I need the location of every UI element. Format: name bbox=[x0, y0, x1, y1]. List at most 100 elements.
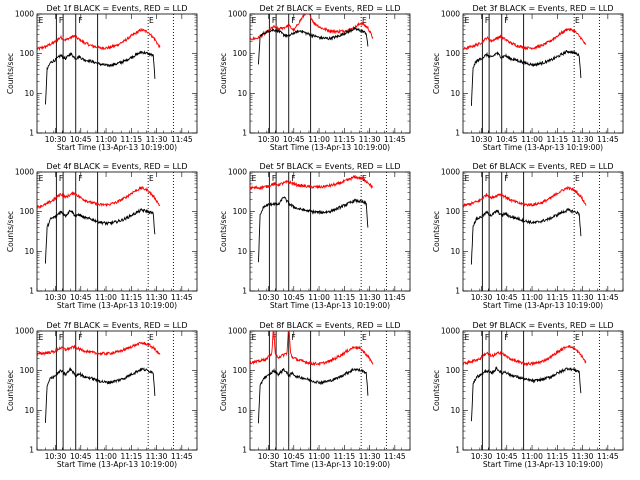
y-tick-label: 10 bbox=[450, 406, 460, 415]
y-tick-label: 100 bbox=[233, 207, 248, 216]
marker-label: E bbox=[575, 174, 580, 183]
x-axis-label: Start Time (13-Apr-13 10:19:00) bbox=[483, 143, 603, 152]
x-axis-label: Start Time (13-Apr-13 10:19:00) bbox=[270, 460, 390, 469]
lld-curve bbox=[250, 331, 374, 367]
y-tick-label: 1000 bbox=[228, 327, 247, 336]
x-tick-label: 11:00 bbox=[95, 135, 117, 144]
marker-label: E bbox=[575, 333, 580, 342]
x-axis-label: Start Time (13-Apr-13 10:19:00) bbox=[270, 301, 390, 310]
x-tick-label: 10:45 bbox=[496, 452, 518, 461]
y-axis-label: Counts/sec bbox=[6, 370, 15, 411]
y-tick-label: 10 bbox=[237, 406, 247, 415]
y-tick-label: 1000 bbox=[441, 10, 460, 19]
plot-frame bbox=[36, 330, 198, 451]
x-tick-label: 11:45 bbox=[384, 293, 406, 302]
marker-label: F bbox=[291, 174, 295, 183]
x-tick-label: 11:30 bbox=[359, 452, 381, 461]
y-axis-label: Counts/sec bbox=[219, 211, 228, 252]
y-tick-label: 1000 bbox=[228, 168, 247, 177]
events-curve bbox=[44, 367, 156, 423]
y-tick-label: 10 bbox=[450, 89, 460, 98]
x-tick-label: 11:30 bbox=[146, 452, 168, 461]
events-curve bbox=[470, 49, 582, 106]
x-tick-label: 11:30 bbox=[146, 293, 168, 302]
marker-label: F bbox=[504, 16, 508, 25]
events-curve bbox=[470, 366, 582, 422]
panel-6: Det 6f BLACK = Events, RED = LLD 1 10 100 10… bbox=[432, 162, 624, 310]
x-tick-label: 11:30 bbox=[572, 293, 594, 302]
x-tick-label: 11:45 bbox=[597, 293, 619, 302]
panel-4: Det 4f BLACK = Events, RED = LLD 1 10 100 10… bbox=[6, 162, 198, 310]
panel-title: Det 5f BLACK = Events, RED = LLD bbox=[259, 162, 400, 171]
x-tick-label: 11:15 bbox=[121, 135, 143, 144]
lld-curve bbox=[37, 341, 161, 357]
marker-label: E bbox=[362, 333, 367, 342]
panel-title: Det 8f BLACK = Events, RED = LLD bbox=[259, 321, 400, 330]
marker-label: F bbox=[272, 174, 276, 183]
x-tick-label: 10:45 bbox=[283, 135, 305, 144]
y-axis-label: Counts/sec bbox=[219, 370, 228, 411]
marker-label: F bbox=[485, 16, 489, 25]
marker-label: E bbox=[39, 16, 44, 25]
y-tick-label: 10 bbox=[24, 247, 34, 256]
x-tick-label: 10:30 bbox=[258, 452, 280, 461]
x-tick-label: 10:45 bbox=[70, 293, 92, 302]
x-axis-label: Start Time (13-Apr-13 10:19:00) bbox=[57, 301, 177, 310]
x-tick-label: 11:00 bbox=[308, 293, 330, 302]
panel-7: Det 7f BLACK = Events, RED = LLD 1 10 100 10… bbox=[6, 321, 198, 469]
x-tick-label: 10:45 bbox=[283, 452, 305, 461]
x-tick-label: 11:15 bbox=[334, 135, 356, 144]
y-tick-label: 1 bbox=[455, 287, 460, 296]
marker-label: E bbox=[465, 333, 470, 342]
x-tick-label: 11:45 bbox=[171, 293, 193, 302]
x-tick-label: 11:15 bbox=[121, 452, 143, 461]
y-tick-label: 10 bbox=[450, 247, 460, 256]
y-tick-label: 100 bbox=[446, 49, 461, 58]
x-tick-label: 10:30 bbox=[45, 452, 67, 461]
x-axis-label: Start Time (13-Apr-13 10:19:00) bbox=[483, 301, 603, 310]
panel-title: Det 2f BLACK = Events, RED = LLD bbox=[259, 4, 400, 13]
y-tick-label: 10 bbox=[237, 247, 247, 256]
marker-label: E bbox=[252, 174, 257, 183]
y-tick-label: 1 bbox=[455, 129, 460, 138]
plot-frame bbox=[249, 13, 411, 134]
plot-frame bbox=[462, 330, 624, 451]
marker-label: E bbox=[39, 333, 44, 342]
lld-curve bbox=[37, 27, 161, 52]
x-tick-label: 11:00 bbox=[521, 452, 543, 461]
plot-frame bbox=[36, 13, 198, 134]
x-tick-label: 11:15 bbox=[547, 135, 569, 144]
panel-5: Det 5f BLACK = Events, RED = LLD 1 10 100 10… bbox=[219, 162, 411, 310]
plot-frame bbox=[249, 330, 411, 451]
x-tick-label: 11:00 bbox=[308, 135, 330, 144]
x-tick-label: 10:30 bbox=[471, 293, 493, 302]
x-tick-label: 10:45 bbox=[70, 135, 92, 144]
y-tick-label: 100 bbox=[233, 49, 248, 58]
marker-label: E bbox=[39, 174, 44, 183]
x-tick-label: 10:45 bbox=[70, 452, 92, 461]
y-axis-label: Counts/sec bbox=[219, 53, 228, 94]
events-curve bbox=[44, 208, 156, 264]
y-tick-label: 100 bbox=[20, 49, 35, 58]
panel-title: Det 1f BLACK = Events, RED = LLD bbox=[46, 4, 187, 13]
x-tick-label: 10:30 bbox=[45, 135, 67, 144]
marker-label: F bbox=[78, 16, 82, 25]
y-tick-label: 1000 bbox=[228, 10, 247, 19]
y-tick-label: 1000 bbox=[15, 168, 34, 177]
x-axis-label: Start Time (13-Apr-13 10:19:00) bbox=[483, 460, 603, 469]
x-tick-label: 10:45 bbox=[496, 293, 518, 302]
panel-title: Det 7f BLACK = Events, RED = LLD bbox=[46, 321, 187, 330]
lld-curve bbox=[250, 174, 374, 191]
marker-label: F bbox=[59, 16, 63, 25]
y-tick-label: 1 bbox=[29, 446, 34, 455]
y-tick-label: 1 bbox=[455, 446, 460, 455]
y-tick-label: 100 bbox=[20, 207, 35, 216]
plot-frame bbox=[462, 13, 624, 134]
x-tick-label: 10:30 bbox=[471, 452, 493, 461]
marker-label: F bbox=[485, 333, 489, 342]
marker-label: F bbox=[59, 174, 63, 183]
x-tick-label: 11:00 bbox=[521, 135, 543, 144]
marker-label: F bbox=[291, 333, 295, 342]
y-axis-label: Counts/sec bbox=[432, 370, 441, 411]
y-tick-label: 100 bbox=[446, 366, 461, 375]
